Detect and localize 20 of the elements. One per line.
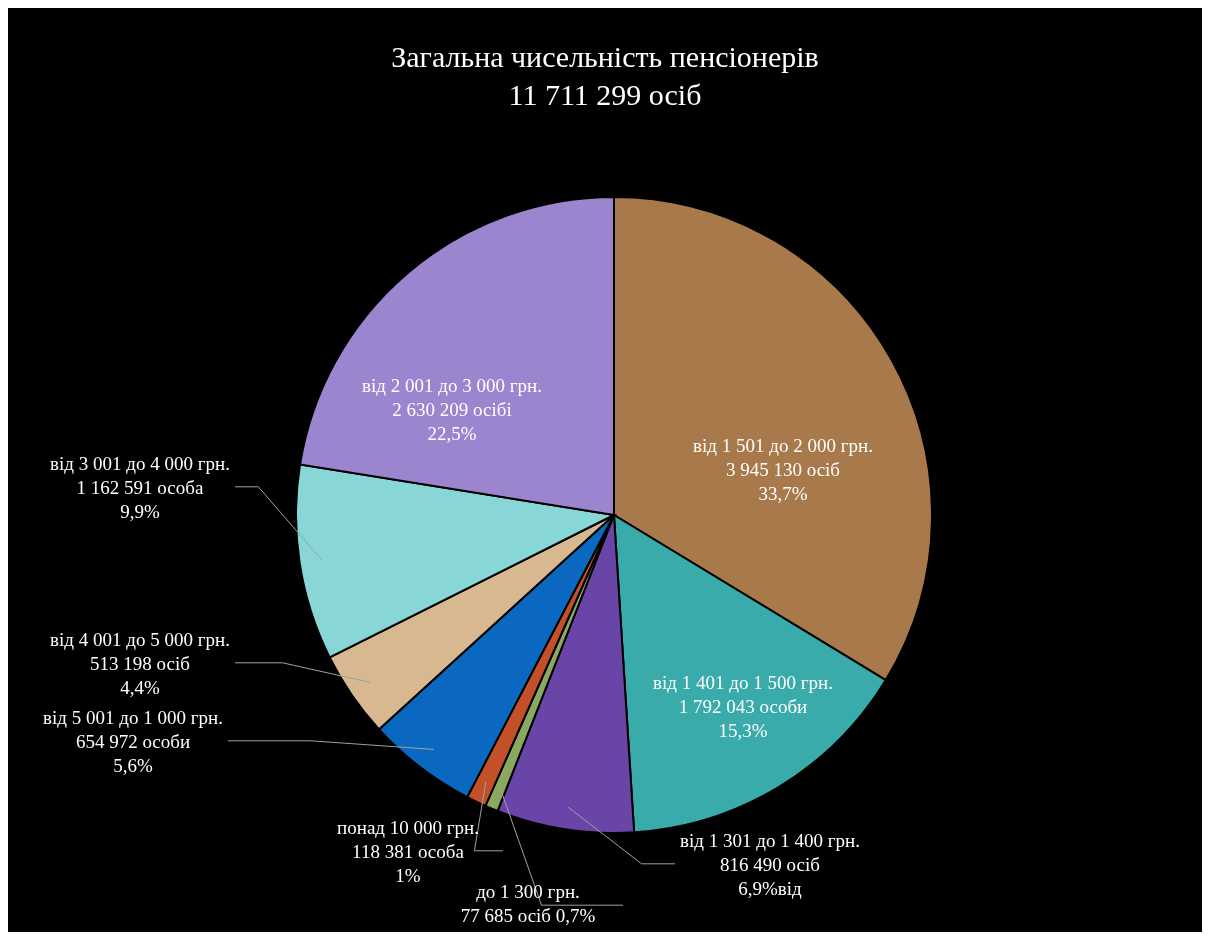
chart-title: Загальна чисельність пенсіонерів xyxy=(390,39,820,75)
slice-label: від 2 001 до 3 000 грн. xyxy=(362,375,542,396)
chart-subtitle: 11 711 299 осіб xyxy=(507,77,703,113)
slice-label: від 1 401 до 1 500 грн. xyxy=(653,672,833,693)
data-label: 1 162 591 особа 9,9% xyxy=(76,477,204,522)
data-label: 77 685 осіб 0,7% xyxy=(460,905,596,926)
slice-label: від 4 001 до 5 000 грн. xyxy=(50,629,230,650)
slice-label: від 1 301 до 1 400 грн. xyxy=(680,830,860,851)
data-label: 118 381 особа 1% xyxy=(352,841,465,886)
slice-label: понад 10 000 грн. xyxy=(337,817,479,838)
data-label: 3 945 130 осіб 33,7% xyxy=(725,459,841,504)
data-label: 816 490 осіб 6,9%від xyxy=(720,854,820,899)
slice-label: від 1 501 до 2 000 грн. xyxy=(693,435,873,456)
slice-label: від 5 001 до 1 000 грн. xyxy=(43,707,223,728)
data-label: 1 792 043 особи 15,3% xyxy=(678,696,808,741)
slice-label: від 3 001 до 4 000 грн. xyxy=(50,453,230,474)
slice-label: до 1 300 грн. xyxy=(476,881,580,902)
data-label: 513 198 осіб 4,4% xyxy=(90,653,190,698)
data-label: 654 972 особи 5,6% xyxy=(75,731,191,776)
data-label: 2 630 209 осібі 22,5% xyxy=(392,399,512,444)
